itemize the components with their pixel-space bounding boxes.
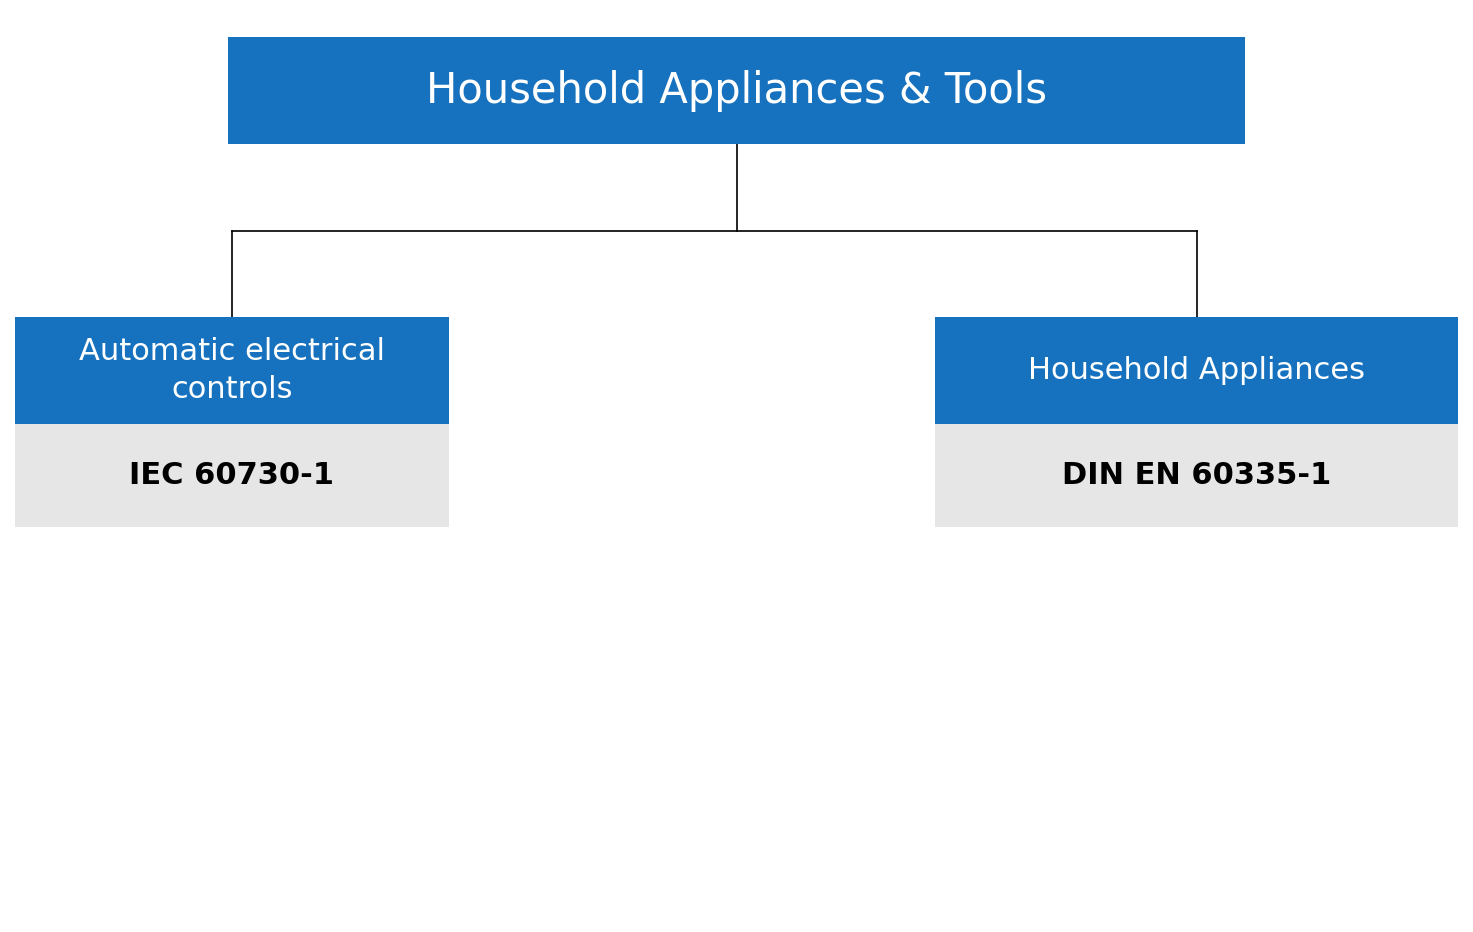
- Text: Household Appliances & Tools: Household Appliances & Tools: [426, 70, 1047, 112]
- FancyBboxPatch shape: [15, 317, 449, 424]
- Text: IEC 60730-1: IEC 60730-1: [130, 460, 334, 490]
- Text: Automatic electrical
controls: Automatic electrical controls: [80, 336, 384, 404]
- FancyBboxPatch shape: [935, 424, 1458, 527]
- Text: Household Appliances: Household Appliances: [1028, 356, 1365, 385]
- FancyBboxPatch shape: [935, 317, 1458, 424]
- FancyBboxPatch shape: [15, 424, 449, 527]
- FancyBboxPatch shape: [228, 37, 1245, 144]
- Text: DIN EN 60335-1: DIN EN 60335-1: [1062, 460, 1332, 490]
